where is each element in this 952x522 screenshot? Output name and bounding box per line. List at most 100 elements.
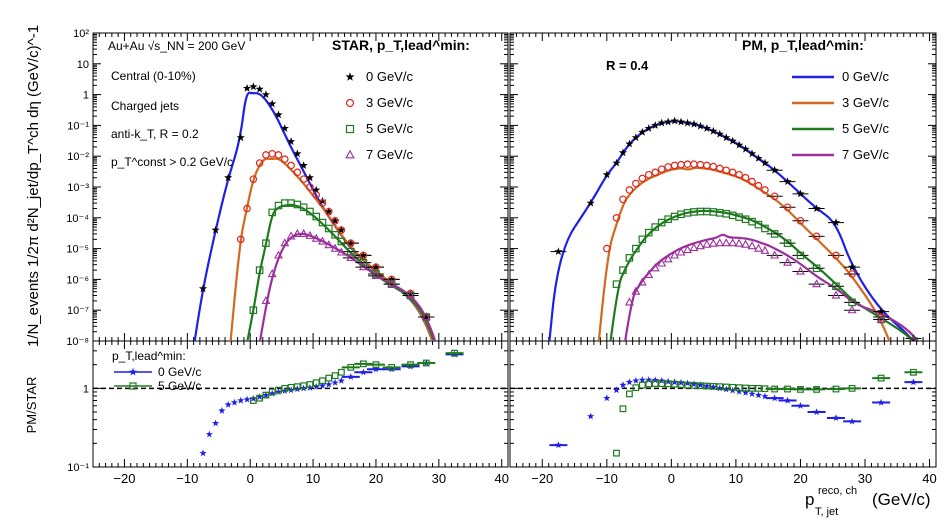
ratio-point-5: [262, 391, 270, 399]
ratio-point-0: [909, 378, 917, 386]
star-points-panel-0: [198, 82, 435, 321]
data-point-7: [670, 250, 680, 259]
legend-pm-title: PM, p_T,lead^min:: [742, 37, 864, 53]
legend-star-label-0: 0 GeV/c: [366, 69, 413, 84]
data-point-7: [358, 262, 368, 271]
data-point-7: [747, 241, 757, 250]
data-point-0: [664, 117, 673, 126]
data-point-3: [306, 183, 314, 191]
ratio-point-5: [677, 381, 685, 388]
data-point-7: [650, 263, 660, 272]
data-point-5: [268, 208, 277, 217]
data-point-3: [318, 199, 327, 207]
data-point-7: [741, 239, 751, 248]
ratio-point-5: [306, 381, 314, 388]
data-point-3: [293, 168, 302, 177]
ratio-point-5: [451, 349, 458, 357]
data-point-5: [812, 264, 821, 273]
data-point-5: [754, 220, 763, 229]
data-point-3: [619, 195, 627, 204]
data-point-3: [770, 192, 779, 201]
y-tick-label-top: 1: [83, 90, 89, 102]
ratio-point-0: [224, 400, 232, 408]
data-point-0: [702, 124, 711, 132]
data-point-3: [632, 179, 640, 188]
ratio-point-0: [312, 382, 320, 390]
ratio-point-0: [325, 380, 333, 388]
data-point-7: [267, 268, 277, 278]
ratio-point-0: [742, 388, 750, 396]
data-point-7: [346, 252, 356, 261]
ratio-point-5: [697, 382, 704, 390]
data-point-7: [715, 238, 725, 247]
data-point-5: [761, 224, 769, 233]
data-point-3: [677, 160, 685, 169]
data-point-7: [831, 290, 841, 299]
data-point-3: [337, 226, 346, 234]
ratio-point-5: [658, 380, 666, 387]
data-point-0: [747, 149, 757, 158]
data-point-7: [324, 240, 334, 249]
data-point-0: [255, 84, 264, 93]
ratio-point-0: [554, 441, 562, 449]
data-point-5: [306, 207, 314, 216]
data-point-5: [632, 244, 640, 253]
ratio-point-5: [684, 381, 691, 389]
ratio-point-5: [813, 385, 820, 393]
data-point-0: [831, 218, 841, 227]
pm-curves-group: [193, 75, 920, 341]
data-point-7: [847, 305, 857, 314]
ratio-point-0: [337, 376, 345, 384]
ratio-point-0: [771, 394, 779, 402]
legend-pm-label-0: 0 GeV/c: [842, 69, 889, 84]
data-point-3: [783, 203, 792, 212]
ratio-point-0: [256, 393, 264, 400]
data-point-5: [625, 254, 634, 262]
x-tick-label: −10: [176, 471, 198, 486]
data-point-7: [770, 250, 780, 259]
ratio-point-0: [262, 391, 270, 399]
data-point-0: [280, 124, 289, 132]
ratio-point-0: [722, 385, 730, 393]
ratio-legend-label-5: 5 GeV/c: [158, 379, 201, 393]
data-point-0: [242, 84, 252, 92]
data-point-7: [754, 243, 763, 252]
data-point-0: [644, 124, 653, 132]
ratio-point-5: [664, 380, 672, 388]
data-point-0: [625, 139, 634, 148]
data-point-7: [631, 286, 641, 295]
x-tick-label: 30: [432, 471, 446, 486]
x-tick-label: 40: [922, 471, 936, 486]
data-point-7: [274, 250, 283, 259]
x-tick-label: 0: [247, 471, 254, 486]
data-point-3: [638, 174, 647, 183]
ratio-point-0: [748, 390, 756, 397]
data-point-5: [612, 280, 621, 288]
ratio-point-0: [651, 376, 659, 384]
pm-curve-7: [258, 232, 437, 341]
ratio-point-5: [268, 388, 276, 396]
data-point-5: [372, 270, 380, 278]
ratio-point-0: [372, 365, 380, 373]
legend-star-marker-0: [345, 72, 355, 81]
ratio-point-0: [612, 386, 621, 394]
data-point-3: [683, 160, 692, 168]
ratio-point-5: [347, 363, 355, 371]
data-point-5: [619, 266, 627, 274]
annotation-centrality: Central (0-10%): [111, 69, 196, 83]
ratio-point-0: [703, 382, 711, 390]
x-axis-title-sup: reco, ch: [818, 485, 857, 497]
data-point-7: [421, 312, 431, 321]
data-point-7: [644, 269, 654, 279]
annotation-system: Au+Au √s_NN = 200 GeV: [108, 39, 245, 53]
data-point-5: [770, 230, 779, 238]
ratio-point-5: [281, 384, 289, 392]
data-point-3: [236, 235, 245, 244]
data-point-0: [670, 116, 679, 125]
bottom-panel-frame-1: [509, 340, 937, 468]
pm-curve-3: [229, 157, 434, 341]
ratio-point-5: [651, 380, 659, 387]
data-point-7: [910, 336, 917, 341]
y-tick-label-top: 10⁻¹: [67, 120, 89, 132]
data-point-0: [287, 137, 296, 145]
